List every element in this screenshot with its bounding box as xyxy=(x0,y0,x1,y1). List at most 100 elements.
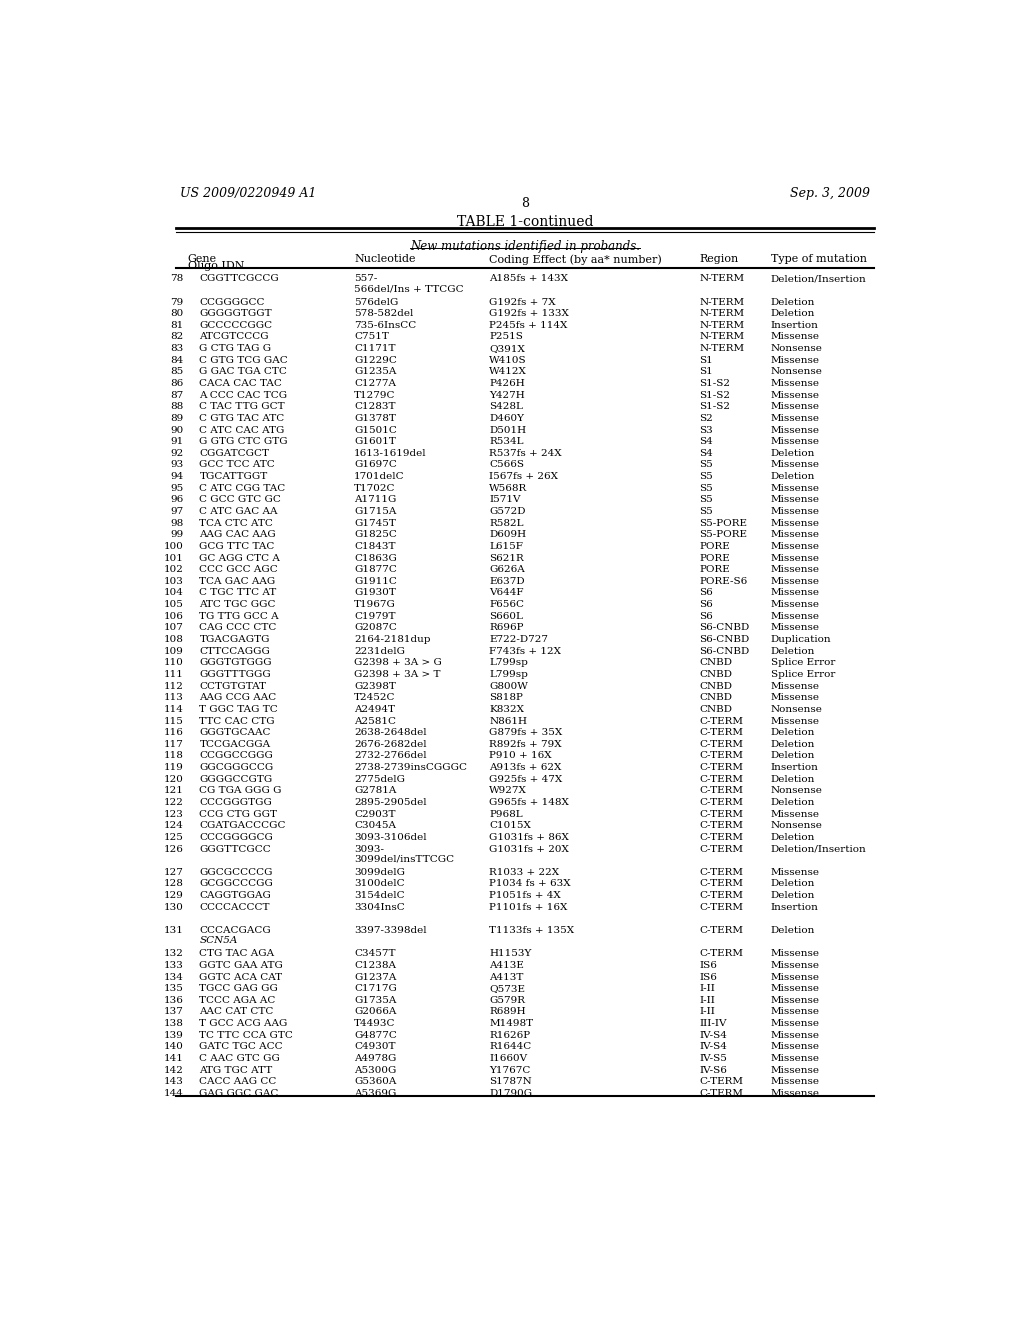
Text: Missense: Missense xyxy=(771,414,820,422)
Text: 3093-: 3093- xyxy=(354,845,384,854)
Text: C3045A: C3045A xyxy=(354,821,396,830)
Text: 108: 108 xyxy=(164,635,183,644)
Text: ATG TGC ATT: ATG TGC ATT xyxy=(200,1065,272,1074)
Text: GGCGCCCCG: GGCGCCCCG xyxy=(200,867,273,876)
Text: C566S: C566S xyxy=(489,461,524,470)
Text: C1863G: C1863G xyxy=(354,553,397,562)
Text: G572D: G572D xyxy=(489,507,525,516)
Text: Nucleotide: Nucleotide xyxy=(354,253,416,264)
Text: Missense: Missense xyxy=(771,379,820,388)
Text: Nonsense: Nonsense xyxy=(771,821,822,830)
Text: P1051fs + 4X: P1051fs + 4X xyxy=(489,891,561,900)
Text: R696P: R696P xyxy=(489,623,523,632)
Text: Q573E: Q573E xyxy=(489,985,525,993)
Text: 117: 117 xyxy=(164,739,183,748)
Text: G1877C: G1877C xyxy=(354,565,397,574)
Text: C2903T: C2903T xyxy=(354,809,395,818)
Text: Deletion/Insertion: Deletion/Insertion xyxy=(771,275,866,284)
Text: 81: 81 xyxy=(170,321,183,330)
Text: C4930T: C4930T xyxy=(354,1043,395,1051)
Text: Splice Error: Splice Error xyxy=(771,671,836,678)
Text: C-TERM: C-TERM xyxy=(699,751,743,760)
Text: 1613-1619del: 1613-1619del xyxy=(354,449,427,458)
Text: S6-CNBD: S6-CNBD xyxy=(699,647,750,656)
Text: P910 + 16X: P910 + 16X xyxy=(489,751,552,760)
Text: Nonsense: Nonsense xyxy=(771,367,822,376)
Text: CNBD: CNBD xyxy=(699,693,732,702)
Text: G1601T: G1601T xyxy=(354,437,396,446)
Text: R537fs + 24X: R537fs + 24X xyxy=(489,449,562,458)
Text: TC TTC CCA GTC: TC TTC CCA GTC xyxy=(200,1031,293,1040)
Text: 106: 106 xyxy=(164,611,183,620)
Text: Missense: Missense xyxy=(771,809,820,818)
Text: C-TERM: C-TERM xyxy=(699,799,743,807)
Text: C TGC TTC AT: C TGC TTC AT xyxy=(200,589,276,598)
Text: G1031fs + 20X: G1031fs + 20X xyxy=(489,845,569,854)
Text: 118: 118 xyxy=(164,751,183,760)
Text: C-TERM: C-TERM xyxy=(699,833,743,842)
Text: IV-S5: IV-S5 xyxy=(699,1053,727,1063)
Text: 130: 130 xyxy=(164,903,183,912)
Text: G GTG CTC GTG: G GTG CTC GTG xyxy=(200,437,288,446)
Text: TGCC GAG GG: TGCC GAG GG xyxy=(200,985,279,993)
Text: AAC CAT CTC: AAC CAT CTC xyxy=(200,1007,273,1016)
Text: G1911C: G1911C xyxy=(354,577,397,586)
Text: D501H: D501H xyxy=(489,425,526,434)
Text: D1790G: D1790G xyxy=(489,1089,532,1098)
Text: 79: 79 xyxy=(170,297,183,306)
Text: TCCC AGA AC: TCCC AGA AC xyxy=(200,995,275,1005)
Text: 2732-2766del: 2732-2766del xyxy=(354,751,427,760)
Text: 121: 121 xyxy=(164,787,183,796)
Text: 107: 107 xyxy=(164,623,183,632)
Text: 97: 97 xyxy=(170,507,183,516)
Text: 2164-2181dup: 2164-2181dup xyxy=(354,635,431,644)
Text: 83: 83 xyxy=(170,345,183,352)
Text: CG TGA GGG G: CG TGA GGG G xyxy=(200,787,282,796)
Text: G192fs + 133X: G192fs + 133X xyxy=(489,309,569,318)
Text: S818P: S818P xyxy=(489,693,523,702)
Text: A1711G: A1711G xyxy=(354,495,396,504)
Text: W412X: W412X xyxy=(489,367,527,376)
Text: C-TERM: C-TERM xyxy=(699,739,743,748)
Text: R892fs + 79X: R892fs + 79X xyxy=(489,739,562,748)
Text: G626A: G626A xyxy=(489,565,525,574)
Text: G800W: G800W xyxy=(489,681,528,690)
Text: Missense: Missense xyxy=(771,495,820,504)
Text: 120: 120 xyxy=(164,775,183,784)
Text: 143: 143 xyxy=(164,1077,183,1086)
Text: 119: 119 xyxy=(164,763,183,772)
Text: R1033 + 22X: R1033 + 22X xyxy=(489,867,559,876)
Text: G5360A: G5360A xyxy=(354,1077,396,1086)
Text: 88: 88 xyxy=(170,403,183,412)
Text: 3100delC: 3100delC xyxy=(354,879,404,888)
Text: Missense: Missense xyxy=(771,589,820,598)
Text: C TAC TTG GCT: C TAC TTG GCT xyxy=(200,403,285,412)
Text: TABLE 1-continued: TABLE 1-continued xyxy=(457,215,593,230)
Text: GGGTTTGGG: GGGTTTGGG xyxy=(200,671,271,678)
Text: P426H: P426H xyxy=(489,379,525,388)
Text: N-TERM: N-TERM xyxy=(699,297,744,306)
Text: S1-S2: S1-S2 xyxy=(699,403,730,412)
Text: C1171T: C1171T xyxy=(354,345,395,352)
Text: Missense: Missense xyxy=(771,461,820,470)
Text: Missense: Missense xyxy=(771,577,820,586)
Text: IV-S4: IV-S4 xyxy=(699,1031,727,1040)
Text: GC AGG CTC A: GC AGG CTC A xyxy=(200,553,281,562)
Text: IS6: IS6 xyxy=(699,973,717,982)
Text: C1283T: C1283T xyxy=(354,403,395,412)
Text: CCC GCC AGC: CCC GCC AGC xyxy=(200,565,279,574)
Text: Missense: Missense xyxy=(771,1043,820,1051)
Text: GCCCCCGGC: GCCCCCGGC xyxy=(200,321,272,330)
Text: C-TERM: C-TERM xyxy=(699,1089,743,1098)
Text: Deletion: Deletion xyxy=(771,297,815,306)
Text: TCA GAC AAG: TCA GAC AAG xyxy=(200,577,275,586)
Text: C GCC GTC GC: C GCC GTC GC xyxy=(200,495,282,504)
Text: Missense: Missense xyxy=(771,391,820,400)
Text: 137: 137 xyxy=(164,1007,183,1016)
Text: Oligo IDN: Oligo IDN xyxy=(187,261,244,271)
Text: CNBD: CNBD xyxy=(699,671,732,678)
Text: 78: 78 xyxy=(170,275,183,284)
Text: S660L: S660L xyxy=(489,611,523,620)
Text: C1843T: C1843T xyxy=(354,543,395,550)
Text: Region: Region xyxy=(699,253,738,264)
